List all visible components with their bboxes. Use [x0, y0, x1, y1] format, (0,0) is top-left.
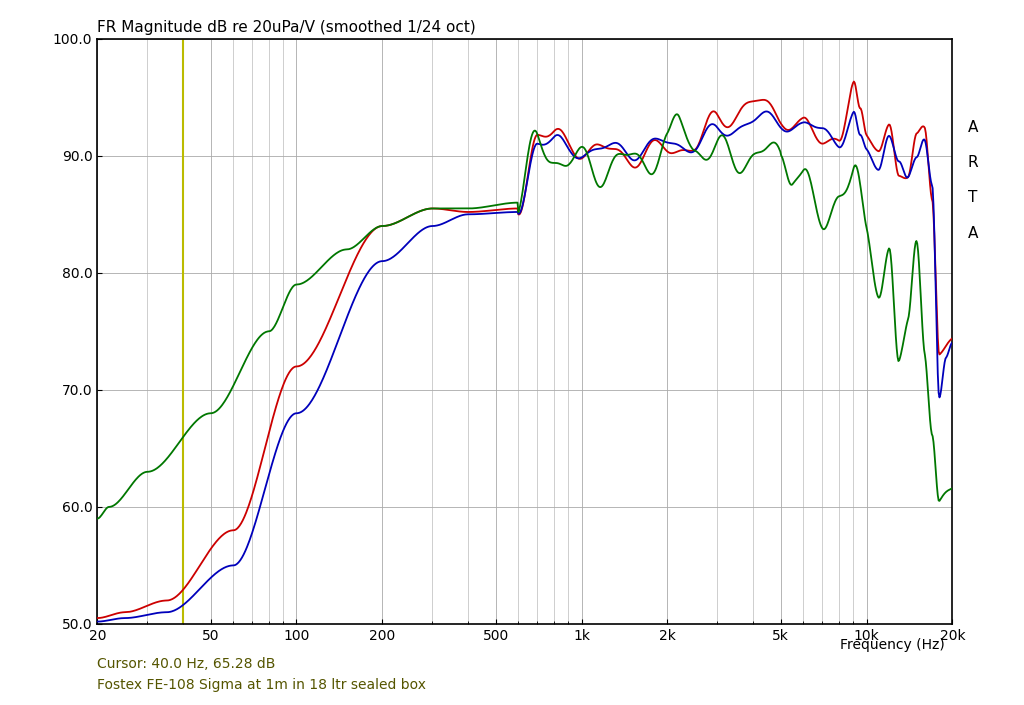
Text: R: R	[968, 155, 978, 170]
Text: T: T	[968, 190, 977, 205]
Text: Fostex FE-108 Sigma at 1m in 18 ltr sealed box: Fostex FE-108 Sigma at 1m in 18 ltr seal…	[97, 678, 426, 692]
Text: Cursor: 40.0 Hz, 65.28 dB: Cursor: 40.0 Hz, 65.28 dB	[97, 657, 275, 671]
Text: A: A	[968, 226, 978, 240]
Text: FR Magnitude dB re 20uPa/V (smoothed 1/24 oct): FR Magnitude dB re 20uPa/V (smoothed 1/2…	[97, 20, 476, 35]
Text: A: A	[968, 120, 978, 135]
Text: Frequency (Hz): Frequency (Hz)	[840, 638, 944, 652]
